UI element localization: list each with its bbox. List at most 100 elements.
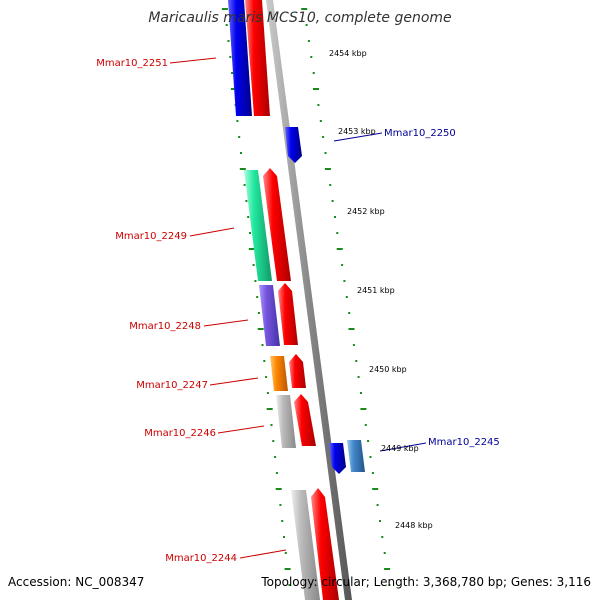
tick-mark-right bbox=[341, 264, 344, 266]
tick-mark-left bbox=[247, 216, 250, 218]
tick-mark-left bbox=[239, 168, 246, 170]
tick-mark-right bbox=[310, 56, 313, 58]
tick-mark-left bbox=[265, 376, 268, 378]
gene-2245-reverse bbox=[329, 443, 346, 474]
leader-2245 bbox=[379, 442, 427, 452]
gene-2249-cog bbox=[244, 170, 272, 281]
tick-mark-right bbox=[345, 296, 348, 298]
tick-mark-right bbox=[357, 376, 360, 378]
tick-mark-right bbox=[352, 344, 355, 346]
tick-mark-right bbox=[324, 152, 327, 154]
tick-mark-left bbox=[249, 232, 251, 234]
leader-2248 bbox=[203, 319, 249, 327]
gene-label-2244[interactable]: Mmar10_2244 bbox=[165, 553, 237, 564]
gene-2251-cog bbox=[228, 0, 252, 116]
scale-label: 2450 kbp bbox=[369, 365, 407, 374]
tick-mark-left bbox=[230, 88, 237, 90]
gene-label-2249[interactable]: Mmar10_2249 bbox=[115, 231, 187, 242]
tick-mark-right bbox=[348, 312, 351, 314]
tick-mark-left bbox=[281, 520, 284, 522]
tick-mark-left bbox=[261, 344, 264, 346]
gene-label-2251[interactable]: Mmar10_2251 bbox=[96, 58, 168, 69]
tick-mark-left bbox=[274, 456, 277, 458]
tick-mark-left bbox=[257, 312, 260, 314]
leader-2249 bbox=[189, 227, 235, 237]
tick-mark-left bbox=[248, 248, 255, 250]
tick-mark-right bbox=[388, 584, 391, 586]
gene-label-2250[interactable]: Mmar10_2250 bbox=[384, 128, 456, 139]
map-title: Maricaulis maris MCS10, complete genome bbox=[148, 10, 451, 26]
tick-mark-right bbox=[355, 360, 358, 362]
tick-mark-left bbox=[284, 552, 287, 554]
gene-labels-right: Mmar10_2250 Mmar10_2245 bbox=[384, 128, 500, 448]
tick-mark-right bbox=[343, 280, 346, 282]
leader-2250 bbox=[333, 132, 383, 142]
leader-2244 bbox=[239, 549, 287, 559]
gene-label-2246[interactable]: Mmar10_2246 bbox=[144, 428, 216, 439]
scale-label: 2454 kbp bbox=[329, 49, 367, 58]
tick-mark-right bbox=[369, 456, 372, 458]
tick-mark-right bbox=[313, 88, 319, 90]
tick-mark-left bbox=[245, 200, 248, 202]
gene-2248-cog bbox=[259, 285, 280, 346]
tick-mark-right bbox=[305, 24, 308, 26]
gene-2246-forward bbox=[294, 394, 316, 446]
scale-label: 2448 kbp bbox=[395, 521, 433, 530]
label-leaders bbox=[169, 57, 427, 559]
gene-label-2245[interactable]: Mmar10_2245 bbox=[428, 437, 500, 448]
leader-2247 bbox=[209, 377, 259, 386]
gene-label-2248[interactable]: Mmar10_2248 bbox=[129, 321, 201, 332]
tick-mark-right bbox=[319, 120, 322, 122]
tick-mark-right bbox=[376, 504, 379, 506]
tick-marks bbox=[221, 8, 391, 586]
scale-label: 2449 kbp bbox=[381, 444, 419, 453]
tick-mark-right bbox=[312, 72, 315, 74]
tick-mark-right bbox=[307, 40, 310, 42]
tick-mark-left bbox=[227, 40, 230, 42]
accession-text: Accession: NC_008347 bbox=[8, 575, 144, 589]
gene-2251-forward bbox=[245, 0, 270, 116]
gene-2250-reverse bbox=[285, 127, 302, 163]
tick-mark-left bbox=[238, 136, 241, 138]
tick-mark-right bbox=[331, 200, 334, 202]
gene-2246-cog bbox=[276, 395, 296, 448]
tick-mark-left bbox=[231, 72, 234, 74]
genome-backbone bbox=[266, 0, 352, 600]
gene-2245-cog bbox=[347, 440, 365, 472]
tick-mark-right bbox=[360, 408, 367, 410]
tick-mark-right bbox=[336, 248, 343, 250]
tick-mark-left bbox=[266, 408, 273, 410]
scale-label: 2453 kbp bbox=[338, 127, 376, 136]
tick-mark-left bbox=[240, 152, 242, 154]
tick-mark-left bbox=[275, 472, 278, 474]
gene-2249-forward bbox=[263, 168, 291, 281]
tick-mark-right bbox=[383, 552, 386, 554]
gene-label-2247[interactable]: Mmar10_2247 bbox=[136, 380, 208, 391]
tick-mark-left bbox=[283, 536, 285, 538]
gene-2247-forward bbox=[289, 354, 306, 388]
tick-mark-right bbox=[329, 184, 332, 186]
tick-mark-left bbox=[288, 584, 291, 586]
tick-mark-right bbox=[360, 392, 362, 394]
topology-text: Topology: circular; Length: 3,368,780 bp… bbox=[260, 575, 591, 589]
tick-mark-left bbox=[284, 568, 291, 570]
leader-2251 bbox=[169, 57, 217, 64]
tick-mark-left bbox=[229, 56, 232, 58]
tick-mark-right bbox=[381, 536, 384, 538]
tick-mark-right bbox=[379, 520, 381, 522]
scale-labels: 2454 kbp 2453 kbp 2452 kbp 2451 kbp 2450… bbox=[329, 49, 433, 530]
tick-mark-left bbox=[257, 328, 264, 330]
scale-label: 2451 kbp bbox=[357, 286, 395, 295]
tick-mark-right bbox=[364, 424, 367, 426]
tick-mark-right bbox=[384, 568, 391, 570]
tick-mark-right bbox=[336, 232, 339, 234]
left-cog-genes bbox=[228, 0, 320, 600]
reverse-strand-genes bbox=[285, 127, 365, 474]
gene-labels-left: Mmar10_2251 Mmar10_2249 Mmar10_2248 Mmar… bbox=[96, 58, 237, 564]
tick-mark-left bbox=[221, 8, 228, 10]
tick-mark-right bbox=[322, 136, 325, 138]
gene-2244-cog bbox=[291, 490, 320, 600]
tick-mark-right bbox=[301, 8, 308, 10]
tick-mark-left bbox=[272, 440, 275, 442]
